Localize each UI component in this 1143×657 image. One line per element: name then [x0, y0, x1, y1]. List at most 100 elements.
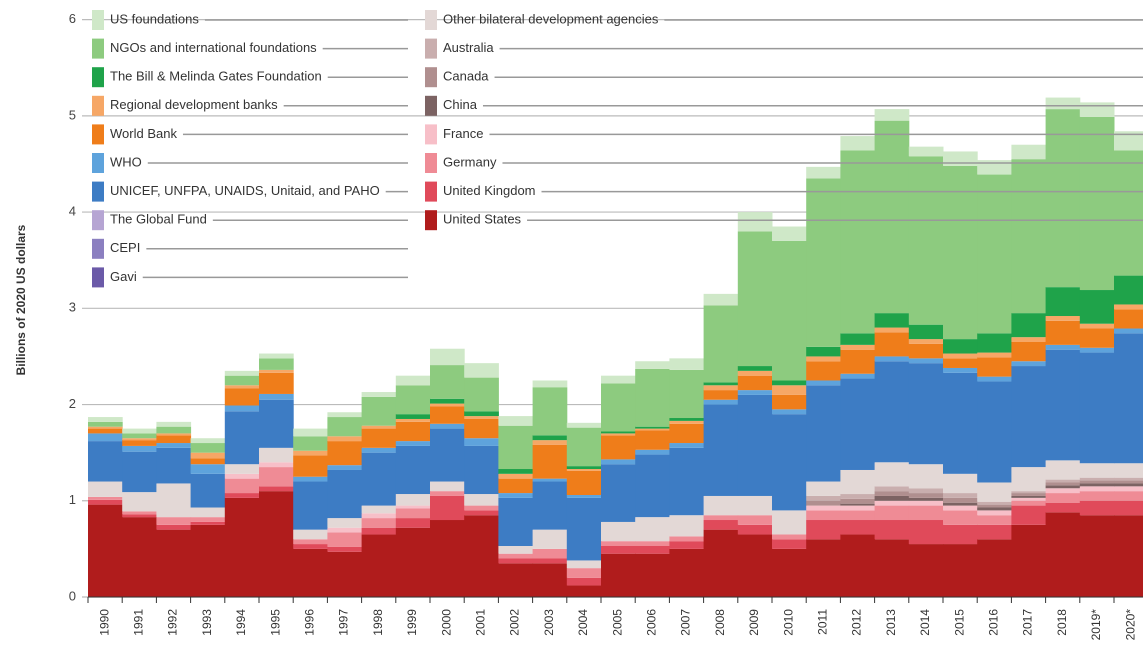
bar-segment [224, 388, 260, 406]
bar-segment [1114, 486, 1143, 492]
bar-segment [772, 394, 807, 410]
bar-segment [88, 441, 123, 482]
bar-segment [908, 493, 944, 498]
x-tick-label: 1994 [234, 609, 248, 636]
x-tick-label: 1996 [302, 609, 316, 636]
bar-segment [1045, 482, 1081, 486]
bar-segment [601, 435, 636, 460]
bar-segment [601, 464, 636, 522]
x-tick-label: 2017 [1021, 609, 1035, 636]
bar-segment [908, 544, 944, 597]
bar-segment [703, 390, 739, 400]
bar-segment [122, 517, 157, 597]
bar-segment [327, 551, 363, 597]
bar-segment [430, 481, 465, 492]
bar-segment [532, 481, 568, 530]
legend-label: UNICEF, UNFPA, UNAIDS, Unitaid, and PAHO [110, 183, 380, 198]
bar-segment [498, 497, 534, 546]
bar-segment [532, 440, 568, 445]
legend-label: Other bilateral development agencies [443, 11, 659, 26]
bar-segment [532, 548, 568, 559]
bar-segment [635, 545, 670, 554]
bar-segment [1011, 505, 1047, 525]
bar-segment [259, 467, 294, 487]
legend-swatch [425, 153, 437, 173]
bar-segment [327, 527, 363, 533]
bar-segment [327, 469, 363, 519]
legend-label: NGOs and international foundations [110, 40, 317, 55]
bar-segment [88, 481, 123, 497]
bar-segment [190, 517, 226, 522]
bar-segment [1114, 491, 1143, 501]
bar-segment [1011, 497, 1047, 501]
bar-segment [874, 486, 910, 492]
bar-segment [293, 529, 328, 540]
y-tick-label: 2 [69, 396, 76, 411]
legend-swatch [425, 10, 437, 30]
bar-segment [259, 353, 294, 359]
bar-segment [977, 515, 1012, 525]
y-tick-label: 4 [69, 204, 76, 219]
bar-segment [943, 524, 978, 545]
bar-segment [224, 493, 260, 498]
bar-segment [1114, 480, 1143, 484]
bar-segment [190, 521, 226, 525]
bar-segment [669, 423, 705, 444]
bar-segment [395, 421, 431, 442]
bar-segment [532, 380, 568, 388]
bar-segment [806, 356, 841, 362]
bar-segment [737, 375, 773, 391]
bar-segment [190, 438, 226, 444]
bar-segment [122, 440, 157, 446]
bar-segment [840, 333, 876, 345]
bar-segment [1079, 328, 1115, 348]
bar-segment [1011, 313, 1047, 338]
x-tick-label: 1998 [371, 609, 385, 636]
bar-segment [395, 441, 431, 446]
bar-segment [806, 510, 841, 521]
y-tick-label: 6 [69, 11, 76, 26]
bar-segment [601, 545, 636, 554]
x-tick-label: 2002 [508, 609, 522, 636]
bar-segment [430, 365, 465, 399]
bar-segment [1079, 290, 1115, 324]
bar-segment [1114, 515, 1143, 597]
bar-segment [327, 518, 363, 528]
bar-segment [977, 482, 1012, 502]
bar-segment [1011, 524, 1047, 597]
bar-segment [601, 375, 636, 384]
x-tick-label: 2015 [952, 609, 966, 636]
bar-segment [361, 505, 397, 514]
bar-segment [293, 481, 328, 530]
bar-segment [772, 548, 807, 597]
bar-segment [88, 417, 123, 422]
bar-segment [498, 553, 534, 559]
bar-segment [156, 443, 192, 448]
bar-segment [840, 344, 876, 350]
x-tick-label: 2012 [850, 609, 864, 636]
bar-segment [1079, 515, 1115, 597]
bar-segment [772, 385, 807, 395]
bar-segment [464, 418, 499, 439]
bar-segment [840, 349, 876, 374]
bar-segment [908, 505, 944, 521]
bar-segment [532, 444, 568, 479]
bar-segment [840, 469, 876, 495]
bar-segment [395, 508, 431, 519]
bar-segment [190, 507, 226, 518]
legend-swatch [92, 267, 104, 288]
bar-segment [566, 497, 602, 561]
bar-segment [88, 496, 123, 500]
bar-segment [806, 385, 841, 482]
bar-segment [669, 358, 705, 370]
bar-segment [395, 385, 431, 415]
bar-segment [874, 462, 910, 487]
bar-segment [874, 520, 910, 540]
bar-segment [395, 505, 431, 509]
bar-segment [737, 366, 773, 371]
bar-segment [464, 494, 499, 506]
bar-segment [259, 491, 294, 597]
bar-segment [908, 488, 944, 494]
x-tick-label: 2020* [1123, 609, 1137, 641]
